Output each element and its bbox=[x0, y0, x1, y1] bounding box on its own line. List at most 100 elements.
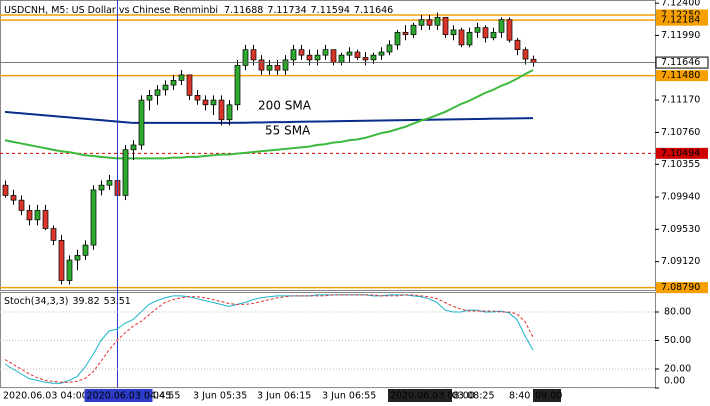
candle-body bbox=[386, 44, 393, 53]
candle-body bbox=[530, 58, 537, 63]
candle-body bbox=[146, 95, 153, 101]
candle-body bbox=[106, 180, 113, 186]
candle-body bbox=[418, 19, 425, 26]
y-tick-label: 7.09940 bbox=[661, 192, 700, 203]
candle-body bbox=[50, 228, 57, 241]
y-tick-label: 7.11170 bbox=[661, 95, 700, 106]
stoch-line bbox=[4, 294, 534, 384]
candle-body bbox=[482, 27, 489, 39]
y-tick-label: 7.10355 bbox=[661, 159, 700, 170]
candle-body bbox=[74, 254, 81, 261]
candle-body bbox=[234, 65, 241, 106]
y-tick-label: 80.00 bbox=[664, 307, 691, 318]
sma-label: 55 SMA bbox=[265, 124, 311, 138]
level-box bbox=[656, 14, 708, 26]
candle-body bbox=[42, 210, 49, 229]
level-label: 7.08790 bbox=[661, 282, 700, 293]
candle-body bbox=[394, 31, 401, 46]
candle-body bbox=[506, 19, 513, 41]
candle-body bbox=[162, 84, 169, 91]
time-box bbox=[533, 389, 561, 402]
candle-body bbox=[186, 74, 193, 96]
candle-body bbox=[210, 99, 217, 106]
candle-body bbox=[250, 49, 257, 61]
y-tick-label: 7.11990 bbox=[661, 30, 700, 41]
level-label: 7.11480 bbox=[661, 70, 700, 81]
sma-line bbox=[4, 110, 534, 124]
candle-body bbox=[402, 31, 409, 36]
time-label: 2020.06.03 08:00 bbox=[390, 391, 475, 402]
candle-body bbox=[498, 19, 505, 33]
main-value: 39.82 bbox=[72, 296, 99, 307]
candle-body bbox=[98, 184, 105, 191]
x-tick-label: 8:40 bbox=[509, 391, 530, 402]
y-tick-label: 50.00 bbox=[664, 335, 691, 346]
candle-body bbox=[290, 49, 297, 61]
level-box bbox=[656, 147, 708, 159]
candle-body bbox=[154, 89, 161, 96]
x-tick-label: 03 08:25 bbox=[452, 391, 495, 402]
candle-body bbox=[458, 29, 465, 46]
open: 7.11688 bbox=[224, 5, 263, 16]
candle-body bbox=[378, 51, 385, 56]
candle-body bbox=[298, 49, 305, 56]
candle-body bbox=[346, 51, 353, 56]
bid-label: 7.11646 bbox=[661, 57, 700, 68]
candle-body bbox=[266, 65, 273, 71]
candle-body bbox=[362, 57, 369, 61]
title: Stoch(34,3,3) bbox=[4, 296, 68, 307]
candle-body bbox=[18, 199, 25, 211]
candle-body bbox=[426, 19, 433, 26]
candle-body bbox=[178, 74, 185, 81]
candle-body bbox=[450, 29, 457, 36]
candle-body bbox=[354, 51, 361, 58]
level-label: 7.10494 bbox=[661, 148, 700, 159]
x-tick-label: 3 Jun 06:55 bbox=[322, 391, 376, 402]
y-tick-label: 7.12400 bbox=[661, 0, 700, 9]
level-label: 7.12184 bbox=[661, 15, 700, 26]
candle-body bbox=[130, 144, 137, 151]
candle-body bbox=[338, 54, 345, 63]
candle-body bbox=[490, 31, 497, 39]
candle-body bbox=[314, 54, 321, 61]
candle-body bbox=[34, 210, 41, 221]
x-tick-label: 3 Jun 05:35 bbox=[193, 391, 247, 402]
sma-label: 200 SMA bbox=[258, 99, 312, 113]
stoch-title: Stoch(34,3,3) 39.82 53.51 bbox=[4, 296, 131, 307]
candle-body bbox=[514, 39, 521, 50]
crosshair-label: 2020.06.03 04:45 bbox=[87, 391, 172, 402]
candle-body bbox=[282, 59, 289, 71]
candle-body bbox=[90, 189, 97, 246]
candle-body bbox=[242, 49, 249, 66]
level-box bbox=[656, 282, 708, 294]
x-tick-label: 2020.06.03 04:00 bbox=[3, 391, 88, 402]
symbol: USDCNH, M5: US Dollar vs Chinese Renminb… bbox=[4, 5, 218, 16]
candle-body bbox=[258, 59, 265, 71]
high: 7.11734 bbox=[267, 5, 306, 16]
x-tick-label: 04:55 bbox=[153, 391, 180, 402]
candle-body bbox=[322, 49, 329, 56]
candle-body bbox=[10, 195, 17, 201]
x-tick-label: 3 Jun 06:15 bbox=[257, 391, 311, 402]
y-tick-label: 0.00 bbox=[664, 376, 685, 387]
candle-body bbox=[466, 31, 473, 46]
candle-body bbox=[226, 104, 233, 121]
sma-line bbox=[4, 69, 534, 160]
candle-body bbox=[522, 49, 529, 60]
candle-body bbox=[370, 54, 377, 61]
close: 7.11646 bbox=[354, 5, 393, 16]
level-box bbox=[656, 70, 708, 82]
candle-body bbox=[218, 99, 225, 121]
candle-body bbox=[2, 184, 9, 196]
y-tick-label: 7.09530 bbox=[661, 224, 700, 235]
candle-body bbox=[274, 65, 281, 71]
signal-value: 53.51 bbox=[104, 296, 131, 307]
main-frame bbox=[0, 0, 656, 291]
y-tick-label: 7.10760 bbox=[661, 127, 700, 138]
candle-body bbox=[434, 16, 441, 26]
candle-body bbox=[410, 24, 417, 36]
crosshair-box bbox=[84, 389, 153, 402]
